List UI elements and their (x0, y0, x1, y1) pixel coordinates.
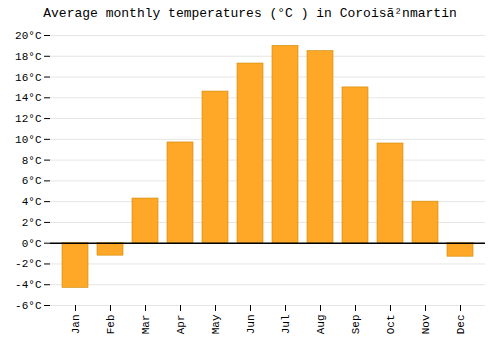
svg-text:-4°C: -4°C (15, 279, 42, 291)
svg-text:20°C: 20°C (15, 30, 42, 42)
svg-text:Feb: Feb (105, 315, 117, 335)
svg-text:12°C: 12°C (15, 113, 42, 125)
svg-text:Apr: Apr (175, 315, 187, 335)
html-text:Average monthly temperatures (: Average monthly temperatures (°C ) in Co… (43, 6, 457, 21)
svg-text:Jun: Jun (245, 315, 257, 335)
svg-text:14°C: 14°C (15, 92, 42, 104)
svg-text:8°C: 8°C (22, 155, 42, 167)
svg-text:4°C: 4°C (22, 196, 42, 208)
svg-text:Jan: Jan (70, 315, 82, 335)
svg-text:Jul: Jul (280, 315, 292, 335)
svg-text:10°C: 10°C (15, 134, 42, 146)
svg-text:18°C: 18°C (15, 51, 42, 63)
svg-text:Aug: Aug (315, 315, 327, 335)
svg-text:-2°C: -2°C (15, 258, 42, 270)
svg-text:Dec: Dec (455, 315, 467, 335)
svg-text:Nov: Nov (420, 314, 432, 334)
svg-text:16°C: 16°C (15, 72, 42, 84)
svg-text:Mar: Mar (140, 315, 152, 335)
svg-text:Sep: Sep (350, 315, 362, 335)
svg-text:6°C: 6°C (22, 175, 42, 187)
svg-text:-6°C: -6°C (15, 300, 42, 312)
svg-text:0°C: 0°C (22, 238, 42, 250)
svg-text:Oct: Oct (385, 315, 397, 335)
svg-text:2°C: 2°C (22, 217, 42, 229)
svg-text:May: May (210, 314, 222, 334)
